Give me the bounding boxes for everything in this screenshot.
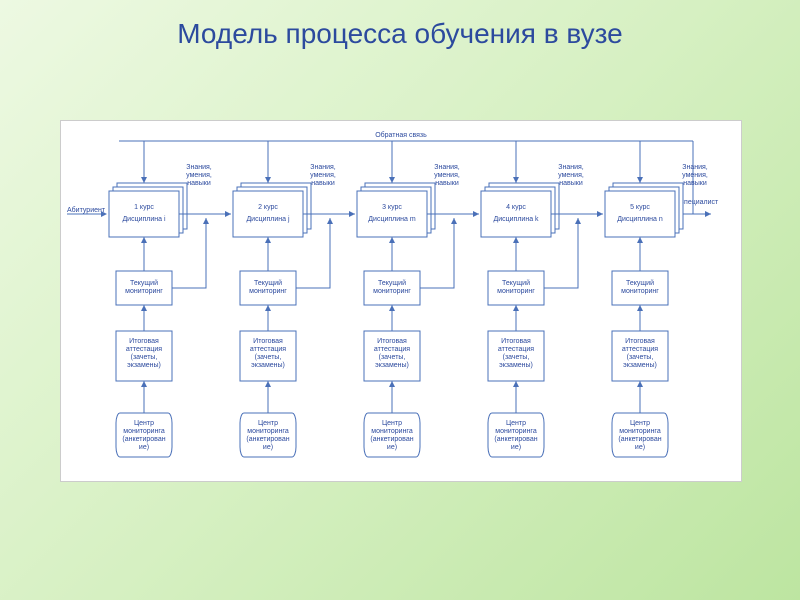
svg-text:5 курс: 5 курс [630,204,650,211]
svg-text:4 курс: 4 курс [506,204,526,211]
svg-text:Знания,умения,навыки: Знания,умения,навыки [186,164,212,187]
svg-text:Дисциплина n: Дисциплина n [617,216,663,223]
svg-text:Дисциплина k: Дисциплина k [493,216,539,223]
svg-text:Итоговаяаттестация(зачеты,экза: Итоговаяаттестация(зачеты,экзамены) [250,338,286,369]
slide: Модель процесса обучения в вузе Обратная… [0,0,800,600]
svg-text:Знания,умения,навыки: Знания,умения,навыки [558,164,584,187]
page-title: Модель процесса обучения в вузе [0,0,800,50]
svg-text:Знания,умения,навыки: Знания,умения,навыки [682,164,708,187]
svg-text:Итоговаяаттестация(зачеты,экза: Итоговаяаттестация(зачеты,экзамены) [498,338,534,369]
svg-text:1 курс: 1 курс [134,204,154,211]
svg-text:Абитуриент: Абитуриент [67,206,106,214]
svg-text:Дисциплина i: Дисциплина i [122,216,166,223]
svg-text:Итоговаяаттестация(зачеты,экза: Итоговаяаттестация(зачеты,экзамены) [622,338,658,369]
svg-text:Знания,умения,навыки: Знания,умения,навыки [434,164,460,187]
svg-text:Дисциплина m: Дисциплина m [368,216,416,223]
svg-text:Знания,умения,навыки: Знания,умения,навыки [310,164,336,187]
svg-text:Обратная связь: Обратная связь [375,131,427,139]
flowchart-svg: Обратная связь Абитуриент Специалист 1 курс… [61,121,741,481]
diagram-container: Обратная связь Абитуриент Специалист 1 курс… [60,120,742,482]
svg-text:Итоговаяаттестация(зачеты,экза: Итоговаяаттестация(зачеты,экзамены) [126,338,162,369]
svg-text:Итоговаяаттестация(зачеты,экза: Итоговаяаттестация(зачеты,экзамены) [374,338,410,369]
svg-text:2 курс: 2 курс [258,204,278,211]
svg-text:Дисциплина j: Дисциплина j [246,216,290,223]
svg-text:3 курс: 3 курс [382,204,402,211]
svg-text:Специалист: Специалист [679,199,719,206]
